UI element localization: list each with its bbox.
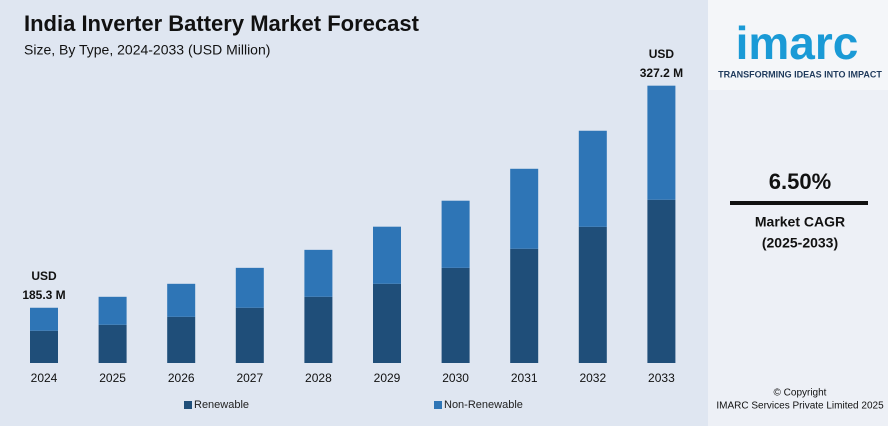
bar-segment — [304, 296, 333, 363]
total-label: 327.2 M — [640, 66, 683, 80]
x-tick-label: 2030 — [442, 371, 469, 385]
legend-swatch — [184, 401, 192, 409]
cagr-value: 6.50% — [769, 169, 831, 194]
legend-label: Renewable — [194, 399, 249, 411]
total-label: USD — [31, 269, 57, 283]
bar-segment — [304, 249, 333, 297]
x-tick-label: 2031 — [511, 371, 538, 385]
x-tick-label: 2032 — [579, 371, 606, 385]
bar-segment — [167, 283, 196, 317]
x-tick-label: 2024 — [31, 371, 58, 385]
sidebar-photo — [708, 90, 888, 426]
bar-segment — [510, 248, 539, 363]
company: IMARC Services Private Limited 2025 — [716, 401, 884, 412]
cagr-divider — [730, 201, 868, 205]
total-label: 185.3 M — [22, 288, 65, 302]
x-tick-label: 2027 — [236, 371, 263, 385]
bar-segment — [30, 330, 58, 363]
bar-segment — [373, 226, 401, 284]
bar-segment — [235, 267, 264, 308]
logo: imarc — [736, 17, 859, 69]
bar-segment — [98, 324, 127, 363]
bar-segment — [30, 307, 58, 331]
cagr-period: (2025-2033) — [762, 235, 838, 251]
x-tick-label: 2029 — [374, 371, 401, 385]
legend-swatch — [434, 401, 442, 409]
bar-segment — [647, 199, 676, 363]
bar-segment — [578, 226, 607, 363]
chart-title: India Inverter Battery Market Forecast — [24, 11, 420, 36]
total-label: USD — [649, 47, 675, 61]
bar-segment — [647, 85, 676, 200]
chart-subtitle: Size, By Type, 2024-2033 (USD Million) — [24, 42, 270, 58]
x-tick-label: 2028 — [305, 371, 332, 385]
x-tick-label: 2026 — [168, 371, 195, 385]
x-tick-label: 2033 — [648, 371, 675, 385]
bar-segment — [98, 296, 127, 325]
bar-segment — [167, 316, 196, 363]
tagline: TRANSFORMING IDEAS INTO IMPACT — [718, 69, 882, 79]
bar-segment — [373, 283, 401, 363]
cagr-label: Market CAGR — [755, 214, 845, 230]
x-tick-label: 2025 — [99, 371, 126, 385]
bar-segment — [235, 307, 264, 363]
bar-segment — [441, 267, 470, 363]
bar-segment — [578, 130, 607, 227]
legend-label: Non-Renewable — [444, 399, 523, 411]
copyright: © Copyright — [774, 388, 827, 399]
bar-segment — [510, 168, 539, 249]
bar-segment — [441, 200, 470, 268]
